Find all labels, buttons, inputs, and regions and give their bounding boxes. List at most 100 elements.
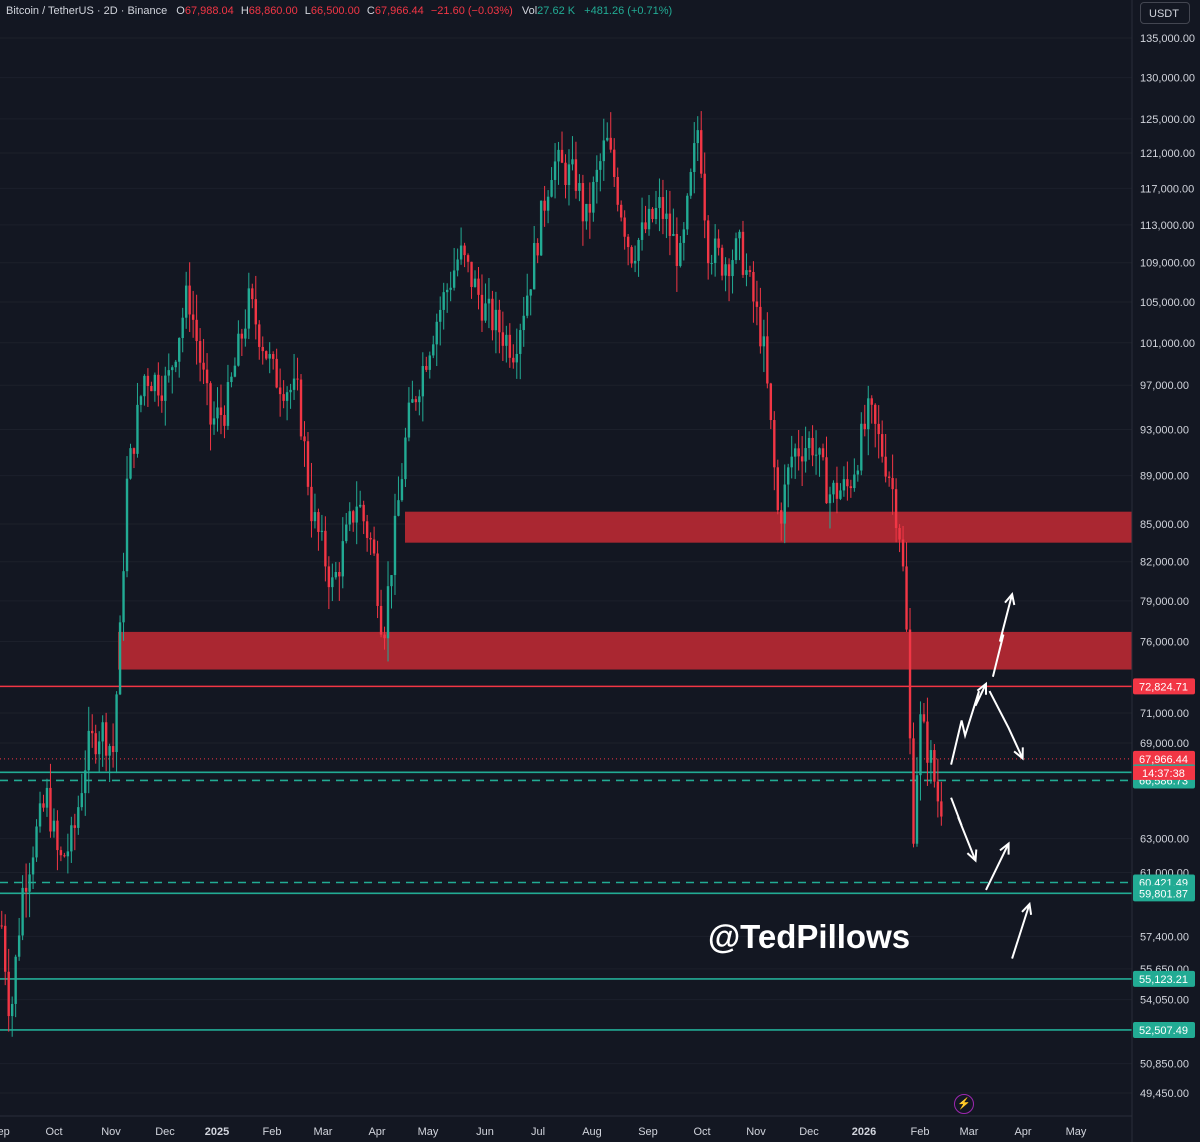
- candle-body: [661, 197, 665, 219]
- candle-body: [710, 263, 713, 265]
- candle-body: [303, 436, 306, 442]
- candle-body: [52, 820, 56, 832]
- candle-body: [463, 245, 466, 256]
- y-tick-label: 79,000.00: [1140, 596, 1189, 608]
- x-tick-label: Dec: [799, 1126, 819, 1138]
- candle-body: [14, 956, 17, 1004]
- level-price-tag: [1133, 678, 1195, 695]
- candle-body: [901, 539, 905, 567]
- candle-body: [804, 448, 807, 462]
- candle-body: [706, 220, 710, 264]
- candle-body: [104, 722, 108, 756]
- candle-body: [522, 315, 525, 331]
- candle-body: [863, 423, 866, 430]
- candle-body: [198, 341, 202, 363]
- candle-body: [258, 324, 261, 347]
- candle-body: [647, 208, 651, 230]
- candle-body: [668, 213, 672, 236]
- candle-body: [397, 500, 400, 516]
- candle-body: [352, 511, 355, 523]
- candle-body: [745, 270, 748, 275]
- x-tick-label: Sep: [0, 1126, 10, 1138]
- candle-body: [536, 243, 539, 256]
- candle-body: [331, 577, 334, 588]
- level-price-tag: [1133, 1021, 1195, 1038]
- candle-body: [407, 402, 411, 438]
- candle-body: [379, 605, 383, 635]
- candle-body: [529, 289, 532, 296]
- x-tick-label: Jun: [476, 1126, 494, 1138]
- candle-body: [887, 476, 891, 479]
- grid: [0, 37, 1132, 1094]
- candle-body: [797, 448, 800, 457]
- price-axis[interactable]: 135,000.00 130,000.00 125,000.00 121,000.00…: [1131, 0, 1195, 1142]
- candle-body: [122, 571, 125, 623]
- lightning-icon[interactable]: ⚡: [954, 1094, 974, 1114]
- x-tick-label: Feb: [911, 1126, 930, 1138]
- projection-arrow: [1011, 903, 1031, 959]
- candle-body: [191, 314, 195, 320]
- candle-body: [108, 746, 111, 756]
- candle-body: [787, 467, 790, 485]
- candle-body: [567, 164, 571, 186]
- candle-body: [519, 330, 522, 354]
- candle-body: [63, 855, 66, 857]
- level-price-label: 52,507.49: [1139, 1025, 1188, 1037]
- candle-body: [118, 622, 122, 695]
- time-axis[interactable]: Sep Oct Nov Dec 2025 Feb Mar Apr May Jun Jul Aug Sep…: [0, 1115, 1132, 1138]
- candle-body: [588, 203, 592, 213]
- candle-body: [324, 530, 327, 567]
- candle-body: [369, 537, 372, 540]
- x-tick-label: May: [1066, 1126, 1087, 1138]
- candle-body: [773, 420, 776, 468]
- candle-body: [66, 851, 70, 857]
- candle-body: [731, 260, 734, 277]
- candle-body: [734, 238, 738, 261]
- candle-body: [578, 183, 581, 191]
- candle-body: [94, 733, 97, 755]
- arrowhead: [966, 849, 978, 863]
- candle-body: [574, 159, 578, 191]
- zones: [118, 511, 1132, 670]
- candle-body: [727, 264, 731, 277]
- zone-rect: [118, 631, 1132, 670]
- candle-body: [164, 375, 167, 401]
- candle-body: [849, 486, 853, 489]
- candle-body: [390, 575, 393, 587]
- candle-body: [355, 506, 358, 523]
- candle-body: [766, 336, 769, 384]
- candle-body: [216, 407, 219, 419]
- candle-body: [45, 787, 49, 808]
- candle-body: [473, 278, 477, 287]
- candle-body: [713, 238, 717, 264]
- candle-body: [682, 229, 686, 243]
- candle-body: [278, 387, 282, 395]
- candle-body: [181, 317, 184, 339]
- candle-body: [404, 437, 407, 480]
- symbol-name[interactable]: Bitcoin / TetherUS · 2D · Binance: [6, 5, 168, 17]
- candle-body: [91, 730, 94, 734]
- candle-body: [17, 935, 21, 957]
- candle-body: [811, 437, 814, 456]
- candle-body: [285, 392, 289, 401]
- candle-body: [515, 353, 518, 363]
- candle-body: [487, 298, 491, 304]
- y-tick-label: 89,000.00: [1140, 471, 1189, 483]
- level-price-label: 67,966.44: [1139, 754, 1188, 766]
- candle-body: [230, 376, 233, 383]
- candle-body: [70, 825, 73, 852]
- candle-body: [585, 203, 588, 222]
- x-tick-label: 2025: [205, 1126, 229, 1138]
- candle-body: [693, 143, 696, 173]
- currency-button[interactable]: USDT: [1140, 2, 1190, 24]
- high-label: H: [240, 5, 249, 17]
- y-tick-label: 82,000.00: [1140, 557, 1189, 569]
- candle-body: [7, 971, 10, 1017]
- projection-arrow: [988, 690, 1024, 759]
- candle-body: [233, 365, 237, 377]
- candle-body: [42, 803, 45, 808]
- candle-body: [97, 741, 101, 755]
- candle-body: [480, 294, 484, 321]
- candle-body: [783, 484, 786, 524]
